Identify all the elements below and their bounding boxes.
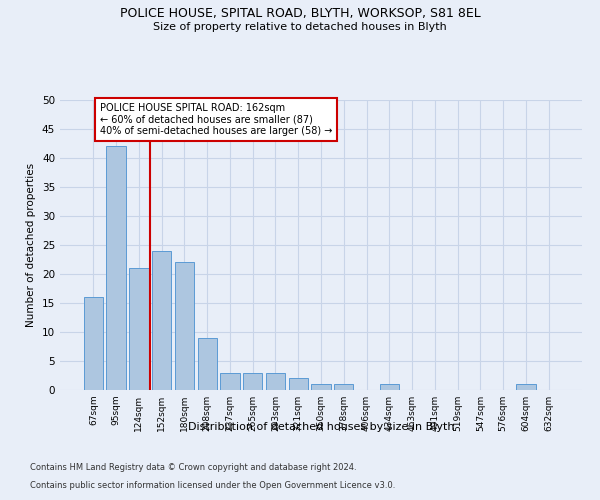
Bar: [84, 297, 103, 390]
Text: Contains HM Land Registry data © Crown copyright and database right 2024.: Contains HM Land Registry data © Crown c…: [30, 464, 356, 472]
Bar: [175, 262, 194, 390]
Bar: [266, 372, 285, 390]
Text: Contains public sector information licensed under the Open Government Licence v3: Contains public sector information licen…: [30, 481, 395, 490]
Bar: [380, 384, 399, 390]
Bar: [243, 372, 262, 390]
Text: Distribution of detached houses by size in Blyth: Distribution of detached houses by size …: [188, 422, 454, 432]
Bar: [516, 384, 536, 390]
Text: POLICE HOUSE, SPITAL ROAD, BLYTH, WORKSOP, S81 8EL: POLICE HOUSE, SPITAL ROAD, BLYTH, WORKSO…: [119, 8, 481, 20]
Bar: [311, 384, 331, 390]
Bar: [289, 378, 308, 390]
Text: Size of property relative to detached houses in Blyth: Size of property relative to detached ho…: [153, 22, 447, 32]
Bar: [220, 372, 239, 390]
Bar: [334, 384, 353, 390]
Bar: [129, 268, 149, 390]
Text: POLICE HOUSE SPITAL ROAD: 162sqm
← 60% of detached houses are smaller (87)
40% o: POLICE HOUSE SPITAL ROAD: 162sqm ← 60% o…: [100, 103, 332, 136]
Bar: [106, 146, 126, 390]
Y-axis label: Number of detached properties: Number of detached properties: [26, 163, 37, 327]
Bar: [152, 251, 172, 390]
Bar: [197, 338, 217, 390]
